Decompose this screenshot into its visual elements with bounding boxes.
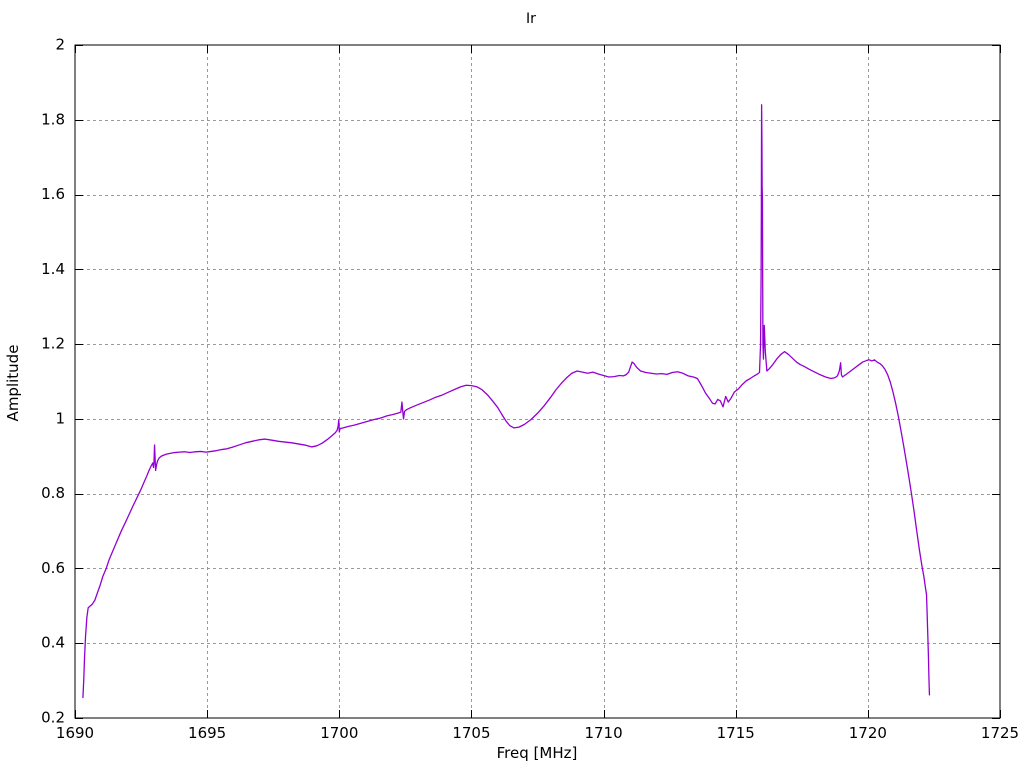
- plot-frame: [74, 44, 1001, 719]
- y-tick-label: 1.8: [41, 110, 65, 128]
- series-line-0: [82, 104, 931, 699]
- x-tick-label: 1695: [188, 724, 226, 742]
- x-tick-label: 1700: [320, 724, 358, 742]
- y-axis-title: Amplitude: [4, 345, 22, 422]
- y-tick-label: 0.4: [41, 634, 65, 652]
- y-tick-label: 1: [55, 409, 65, 427]
- data-series-layer: [82, 104, 931, 699]
- y-tick-label: 0.8: [41, 484, 65, 502]
- x-tick-label: 1725: [981, 724, 1019, 742]
- y-tick-label: 0.6: [41, 559, 65, 577]
- chart-title: Ir: [526, 11, 536, 27]
- x-tick-label: 1690: [56, 724, 94, 742]
- x-tick-label: 1710: [584, 724, 622, 742]
- y-tick-label: 0.2: [41, 709, 65, 727]
- x-tick-label: 1720: [849, 724, 887, 742]
- y-tick-label: 1.2: [41, 335, 65, 353]
- y-axis-tick-labels: 0.2 0.4 0.6 0.8 1 1.2 1.4 1.6 1.8 2: [41, 36, 65, 727]
- y-tick-label: 2: [55, 36, 65, 54]
- x-tick-label: 1705: [452, 724, 490, 742]
- y-tick-label: 1.6: [41, 185, 65, 203]
- x-tick-label: 1715: [717, 724, 755, 742]
- x-axis-tick-labels: 1690 1695 1700 1705 1710 1715 1720 1725: [56, 724, 1019, 742]
- y-tick-label: 1.4: [41, 260, 65, 278]
- x-axis-title: Freq [MHz]: [497, 744, 578, 762]
- grid-lines: [75, 45, 1000, 718]
